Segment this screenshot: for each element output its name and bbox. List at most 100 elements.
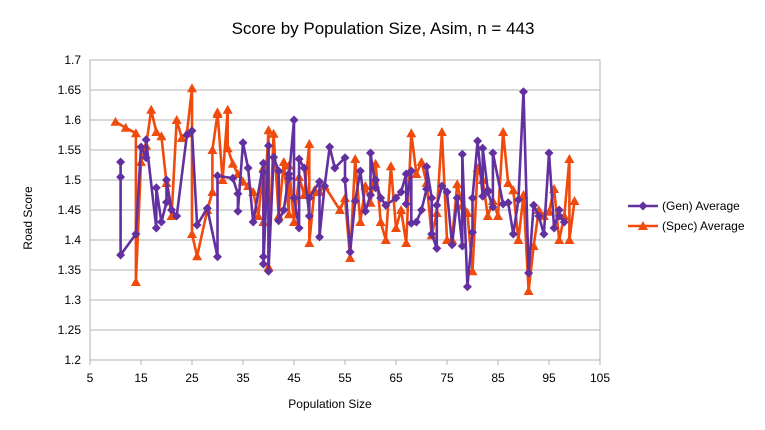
y-tick-label: 1.2 (64, 353, 81, 367)
spec-average-point (212, 107, 223, 117)
gen-average-point (315, 232, 324, 242)
x-tick-label: 5 (87, 371, 94, 385)
series-layer (110, 83, 580, 295)
gen-average-point (269, 152, 279, 162)
x-tick-label: 95 (542, 371, 556, 385)
spec-average-point (508, 185, 519, 195)
spec-average-point (569, 196, 580, 205)
spec-average-point (151, 127, 162, 136)
y-tick-label: 1.65 (58, 83, 82, 97)
gen-average-point (554, 205, 564, 215)
gen-average-point (355, 166, 365, 176)
gen-average-point (473, 136, 483, 146)
spec-average-point (523, 286, 534, 295)
gen-average-point (508, 229, 518, 239)
gen-average-point (162, 175, 171, 185)
spec-average-point (401, 238, 412, 247)
x-tick-label: 65 (389, 371, 403, 385)
y-axis-ticks: 1.2 1.25 1.3 1.35 1.4 1.45 1.5 1.55 1.6 1.65 1.7 (58, 53, 82, 367)
gen-average-point (534, 211, 544, 221)
spec-average-point (385, 161, 396, 171)
gen-average-point (396, 187, 406, 197)
gen-average-point (116, 172, 126, 182)
gen-average-point (233, 206, 243, 216)
gen-average-point (462, 282, 472, 292)
gen-average-point (366, 190, 375, 200)
gen-average-line (119, 90, 566, 289)
gen-average-point (151, 183, 161, 193)
y-tick-label: 1.5 (64, 173, 81, 187)
gen-average-point (371, 175, 381, 185)
gen-average-point (258, 167, 268, 177)
gen-average-point (417, 205, 426, 215)
spec-average-point (406, 128, 417, 138)
spec-average-point (217, 175, 228, 184)
gen-average-legend-label: (Gen) Average (662, 199, 740, 213)
gen-average-point (274, 166, 284, 176)
spec-average-point (416, 157, 427, 166)
gen-average-point (391, 193, 401, 203)
y-tick-label: 1.55 (58, 143, 82, 157)
y-tick-label: 1.7 (64, 53, 81, 67)
spec-average-point (564, 154, 575, 163)
spec-average-point (411, 169, 422, 178)
gen-average-point (427, 229, 437, 239)
gen-average-point (258, 252, 268, 262)
spec-average-point (263, 125, 274, 135)
gen-average-point (330, 163, 340, 173)
spec-average-point (130, 277, 141, 286)
spec-average-point (304, 238, 315, 247)
gen-average-point (264, 141, 273, 151)
spec-average-point (334, 205, 345, 214)
gen-average-point (503, 198, 513, 208)
gen-average-point (299, 163, 309, 173)
gen-average-point (422, 184, 432, 194)
y-axis-title: Road Score (21, 186, 35, 250)
gen-average-point (192, 220, 202, 230)
gen-average-point (172, 211, 182, 221)
spec-average-point (289, 217, 299, 226)
gen-average-point (529, 200, 539, 210)
x-tick-label: 75 (440, 371, 454, 385)
spec-average-point (222, 143, 233, 153)
gen-average-point (228, 173, 238, 183)
gen-average-point (156, 217, 166, 227)
gen-average-point (264, 266, 273, 276)
gen-average-point (544, 148, 554, 158)
spec-average-point (482, 211, 493, 220)
gen-average-point (289, 193, 299, 203)
spec-average-point (207, 145, 218, 154)
gen-average-point (401, 199, 411, 209)
gen-average-point (258, 259, 268, 269)
spec-average-point (493, 211, 503, 220)
gen-average-point (167, 205, 177, 215)
gen-average-point (549, 223, 559, 233)
spec-average-point (283, 209, 294, 219)
gen-average-point (554, 211, 564, 221)
gen-average-point (289, 115, 299, 125)
gen-average-point (162, 197, 171, 207)
gen-average-point (432, 243, 442, 253)
gen-average-point (376, 193, 386, 203)
spec-average-point (503, 178, 514, 187)
spec-average-point (396, 205, 407, 214)
x-tick-label: 35 (236, 371, 250, 385)
spec-average-legend-label: (Spec) Average (662, 219, 745, 233)
spec-average-point (513, 235, 524, 244)
gen-average-point (457, 241, 467, 251)
gen-average-point (202, 203, 212, 213)
gen-average-point (243, 163, 253, 173)
gen-average-point (274, 216, 284, 226)
spec-average-point (467, 266, 478, 276)
spec-average-point (130, 128, 141, 138)
gen-average-point (213, 252, 222, 262)
spec-average-point (380, 235, 391, 244)
gen-average-point (366, 148, 375, 158)
gen-average-point (488, 148, 498, 158)
spec-average-point (187, 83, 197, 93)
gen-average-point (371, 183, 381, 193)
gen-average-point (304, 211, 314, 221)
gen-average-point (350, 196, 360, 206)
gen-average-point (294, 154, 304, 164)
gen-average-point (304, 193, 314, 203)
